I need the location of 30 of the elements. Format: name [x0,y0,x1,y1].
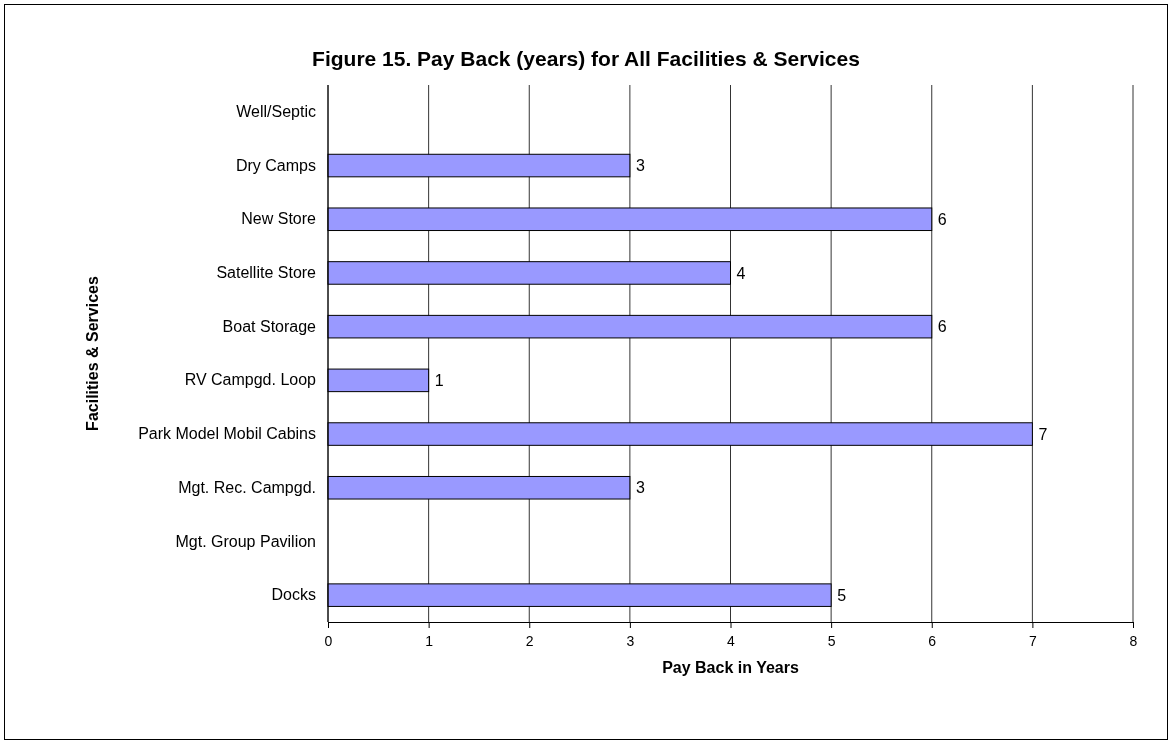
y-tick-label: Mgt. Rec. Campgd. [178,478,316,496]
y-tick-label: Docks [271,586,316,604]
data-label: 3 [635,479,645,497]
y-tick-label: Park Model Mobil Cabins [138,425,316,443]
data-label: 3 [635,157,645,175]
data-label: 4 [736,264,746,282]
x-tick-label: 2 [525,632,534,649]
y-tick-label: Mgt. Group Pavilion [175,532,316,550]
data-label: 7 [1038,425,1048,443]
x-tick-label: 8 [1129,632,1138,649]
x-tick-label: 4 [727,632,736,649]
y-tick-label: New Store [241,210,317,228]
x-tick-label: 1 [425,632,434,649]
data-label: 6 [937,318,947,336]
x-tick-label: 7 [1028,632,1037,649]
data-label: 5 [837,586,847,604]
y-axis-title: Facilities & Services [84,276,101,431]
data-label: 1 [434,371,444,389]
y-tick-label: Dry Camps [235,156,316,174]
x-tick-label: 0 [324,632,333,649]
y-tick-label: Well/Septic [236,102,316,120]
chart-title: Figure 15. Pay Back (years) for All Facilities & Services [312,47,860,70]
x-tick-label: 6 [928,632,937,649]
x-tick-label: 5 [827,632,836,649]
y-tick-label: RV Campgd. Loop [184,371,317,389]
y-tick-label: Satellite Store [216,264,317,282]
y-tick-label: Boat Storage [222,317,317,335]
x-axis-title: Pay Back in Years [662,659,799,676]
data-label: 6 [937,210,947,228]
x-tick-label: 3 [626,632,635,649]
